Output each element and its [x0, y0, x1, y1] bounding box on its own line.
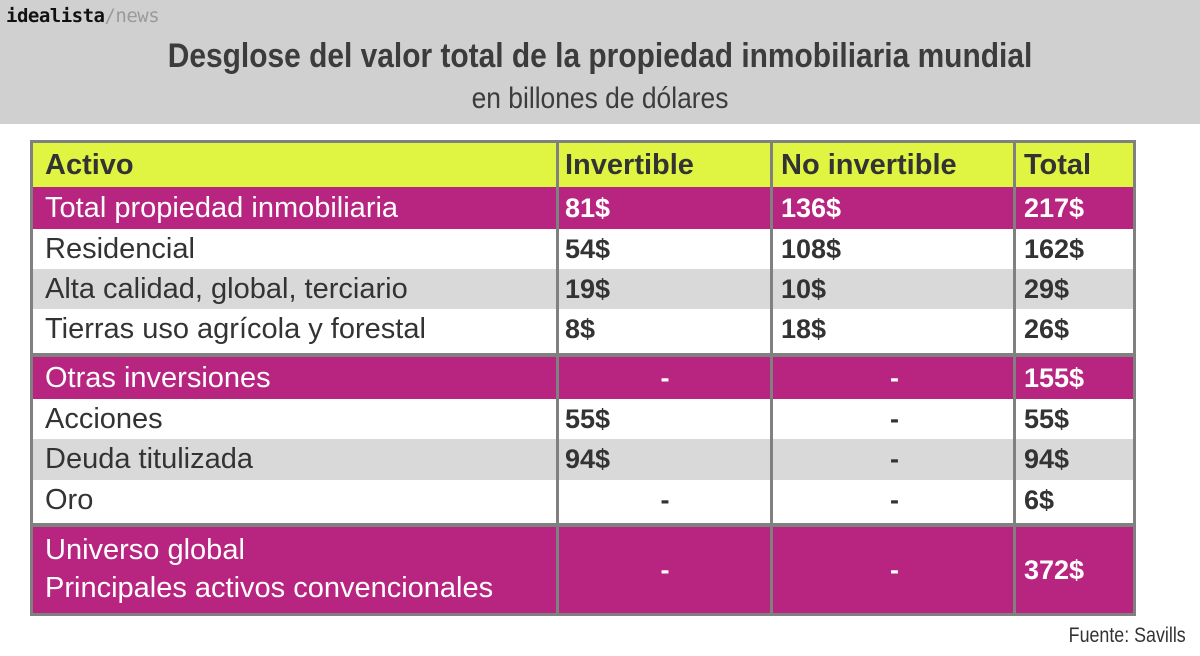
- cell-invertible: 19$: [565, 274, 611, 304]
- column-header-total: Total: [1024, 149, 1092, 181]
- cell-total: 372$: [1024, 555, 1085, 585]
- column-header-no-invertible: No invertible: [781, 149, 957, 181]
- column-header-activo: Activo: [45, 149, 134, 181]
- table-row: Acciones 55$ - 55$: [33, 399, 1133, 439]
- cell-no-invertible: 108$: [781, 234, 842, 264]
- cell-invertible: -: [660, 555, 670, 585]
- table-row: Total propiedad inmobiliaria 81$ 136$ 21…: [33, 187, 1133, 229]
- row-label-line2: Principales activos convencionales: [45, 572, 494, 604]
- cell-no-invertible: -: [890, 485, 899, 515]
- cell-total: 55$: [1024, 404, 1070, 434]
- table-row: Otras inversiones - - 155$: [33, 357, 1133, 399]
- row-label: Universo global Principales activos conv…: [33, 527, 557, 613]
- row-label-line1: Universo global: [45, 534, 245, 566]
- cell-total: 162$: [1024, 234, 1085, 264]
- brand-name: idealista: [6, 5, 105, 27]
- brand-section: /news: [104, 5, 160, 27]
- row-label: Oro: [45, 484, 94, 516]
- table-row: Alta calidad, global, terciario 19$ 10$ …: [33, 269, 1133, 309]
- cell-invertible: 54$: [565, 234, 611, 264]
- cell-invertible: 81$: [565, 193, 611, 223]
- row-label: Deuda titulizada: [45, 443, 253, 475]
- cell-total: 217$: [1024, 193, 1085, 223]
- brand-logo: idealista/news: [6, 4, 160, 28]
- table-header-row: Activo Invertible No invertible Total: [33, 143, 1133, 187]
- cell-no-invertible: 18$: [781, 314, 827, 344]
- cell-no-invertible: -: [890, 363, 899, 393]
- cell-total: 94$: [1024, 444, 1070, 474]
- cell-invertible: 94$: [565, 444, 611, 474]
- row-label: Acciones: [45, 403, 163, 435]
- chart-subtitle: en billones de dólares: [471, 82, 729, 115]
- header-banner: idealista/news Desglose del valor total …: [0, 0, 1200, 124]
- section-divider: [33, 523, 1133, 527]
- cell-no-invertible: -: [890, 404, 899, 434]
- row-label: Alta calidad, global, terciario: [45, 273, 408, 305]
- table-row: Residencial 54$ 108$ 162$: [33, 229, 1133, 269]
- table-row: Deuda titulizada 94$ - 94$: [33, 439, 1133, 480]
- table-row: Universo global Principales activos conv…: [33, 527, 1133, 613]
- cell-no-invertible: -: [890, 444, 899, 474]
- section-divider: [33, 353, 1133, 357]
- cell-invertible: 8$: [565, 314, 596, 344]
- column-header-invertible: Invertible: [565, 149, 694, 181]
- table-row: Tierras uso agrícola y forestal 8$ 18$ 2…: [33, 309, 1133, 353]
- cell-no-invertible: 10$: [781, 274, 827, 304]
- table-row: Oro - - 6$: [33, 480, 1133, 523]
- cell-total: 29$: [1024, 274, 1070, 304]
- chart-title: Desglose del valor total de la propiedad…: [167, 37, 1033, 75]
- column-divider: [1013, 143, 1016, 613]
- cell-invertible: -: [660, 485, 670, 515]
- cell-invertible: 55$: [565, 404, 611, 434]
- column-divider: [770, 143, 773, 613]
- row-label: Residencial: [45, 233, 195, 265]
- row-label: Otras inversiones: [45, 362, 271, 394]
- cell-invertible: -: [660, 363, 670, 393]
- data-table: Activo Invertible No invertible Total To…: [30, 140, 1136, 616]
- cell-total: 26$: [1024, 314, 1070, 344]
- column-divider: [556, 143, 559, 613]
- cell-total: 6$: [1024, 485, 1055, 515]
- cell-total: 155$: [1024, 363, 1085, 393]
- source-note: Fuente: Savills: [1068, 624, 1186, 647]
- row-label: Total propiedad inmobiliaria: [45, 192, 399, 224]
- cell-no-invertible: 136$: [781, 193, 842, 223]
- row-label: Tierras uso agrícola y forestal: [45, 313, 426, 345]
- cell-no-invertible: -: [890, 555, 899, 585]
